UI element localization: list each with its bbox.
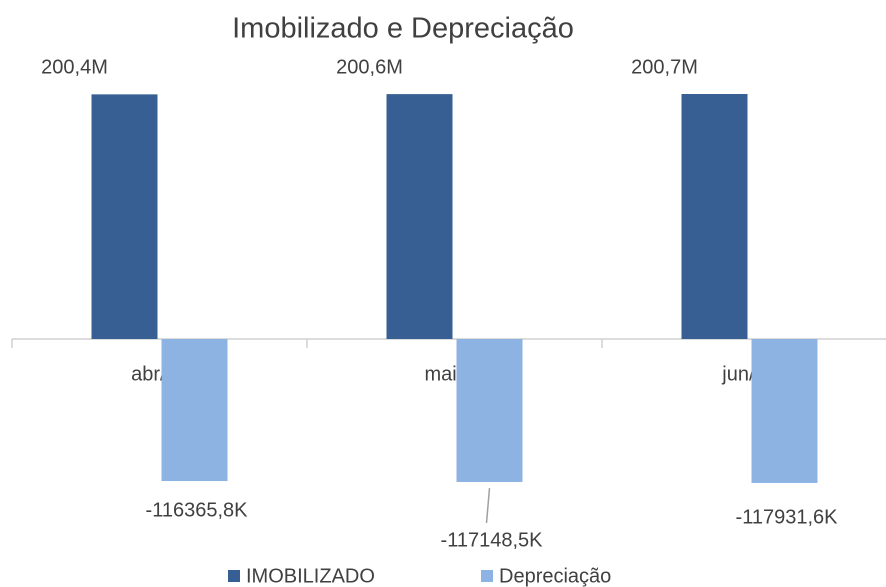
data-label: -117931,6K <box>736 506 839 528</box>
bar <box>456 339 523 483</box>
legend-swatch <box>228 570 240 582</box>
bar <box>386 94 453 339</box>
legend-label: Depreciação <box>499 565 611 587</box>
legend-swatch <box>481 570 493 582</box>
bar <box>681 94 748 339</box>
legend-label: IMOBILIZADO <box>246 565 375 587</box>
data-label: 200,6M <box>336 56 403 78</box>
bar <box>91 94 158 340</box>
bar <box>751 339 818 483</box>
data-label: 200,4M <box>41 57 108 79</box>
chart-title: Imobilizado e Depreciação <box>232 13 574 45</box>
data-label: 200,7M <box>631 56 698 78</box>
leader-line <box>485 487 491 524</box>
data-label: -117148,5K <box>441 529 544 551</box>
bar <box>161 339 228 482</box>
data-label: -116365,8K <box>146 499 249 521</box>
